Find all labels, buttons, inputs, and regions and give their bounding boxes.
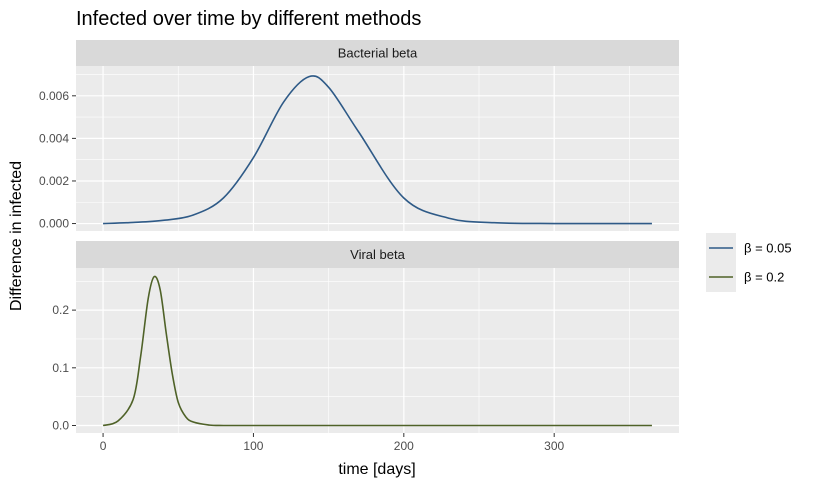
- panel-background: [76, 66, 679, 231]
- y-tick-label: 0.002: [39, 174, 69, 188]
- chart-title: Infected over time by different methods: [76, 8, 421, 30]
- series-line: [102, 275, 652, 427]
- panel-background: [76, 268, 679, 433]
- facet-strip-label: Bacterial beta: [338, 46, 418, 61]
- y-tick-label: 0.0: [52, 419, 69, 433]
- y-tick-label: 0.004: [39, 131, 69, 145]
- x-axis-title: time [days]: [338, 461, 415, 478]
- facet-panel-2: Viral beta 0.0 0.1 0.2: [52, 241, 679, 433]
- facet-panel-1: Bacterial beta 0.000 0.002 0.004 0.006: [39, 40, 679, 231]
- y-tick-label: 0.2: [52, 303, 69, 317]
- facet-strip: [76, 241, 679, 268]
- legend: β = 0.05 β = 0.2: [706, 233, 792, 292]
- x-tick-label: 300: [544, 439, 564, 453]
- legend-key-background: [706, 233, 736, 292]
- y-axis-title: Difference in infected: [8, 161, 25, 311]
- x-tick-label: 0: [100, 439, 107, 453]
- x-tick-label: 200: [394, 439, 414, 453]
- facet-strip-label: Viral beta: [350, 247, 405, 262]
- x-axis: 0 100 200 300: [100, 433, 565, 453]
- x-tick-label: 100: [243, 439, 263, 453]
- legend-label: β = 0.05: [744, 241, 792, 256]
- y-tick-label: 0.006: [39, 89, 69, 103]
- y-tick-label: 0.000: [39, 217, 69, 231]
- panels: Bacterial beta 0.000 0.002 0.004 0.006 Viral …: [39, 40, 679, 433]
- y-tick-label: 0.1: [52, 361, 69, 375]
- series-line: [103, 75, 652, 225]
- legend-label: β = 0.2: [744, 270, 784, 285]
- facet-strip: [76, 40, 679, 66]
